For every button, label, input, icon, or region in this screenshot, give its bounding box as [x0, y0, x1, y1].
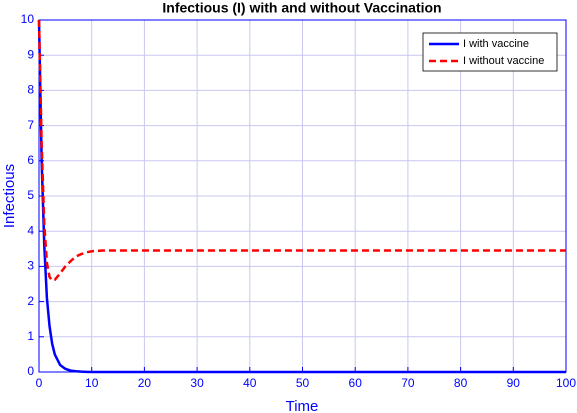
y-tick-label: 1 — [27, 329, 34, 343]
y-tick-label: 5 — [27, 188, 34, 202]
y-tick-label: 8 — [27, 83, 34, 97]
series-line — [37, 19, 566, 282]
x-axis-label: Time — [286, 398, 319, 413]
y-tick-label: 9 — [27, 47, 34, 61]
x-tick-label: 10 — [85, 376, 99, 390]
y-tick-label: 10 — [21, 12, 35, 26]
x-tick-label: 70 — [401, 376, 415, 390]
legend-label: I with vaccine — [463, 38, 529, 50]
y-tick-label: 4 — [27, 223, 34, 237]
y-tick-label: 3 — [27, 259, 34, 273]
y-tick-label: 0 — [27, 364, 34, 378]
y-tick-label: 6 — [27, 153, 34, 167]
x-tick-label: 100 — [556, 376, 576, 390]
y-axis-label: Infectious — [1, 164, 18, 228]
y-tick-label: 7 — [27, 118, 34, 132]
x-tick-label: 80 — [454, 376, 468, 390]
y-tick-label: 2 — [27, 294, 34, 308]
chart-title: Infectious (I) with and without Vaccinat… — [162, 0, 441, 16]
x-tick-label: 40 — [243, 376, 257, 390]
series-line — [37, 19, 566, 374]
legend-box — [422, 32, 558, 72]
x-tick-label: 20 — [138, 376, 152, 390]
x-tick-label: 0 — [36, 376, 43, 390]
x-tick-label: 90 — [507, 376, 521, 390]
legend-label: I without vaccine — [463, 55, 544, 67]
x-tick-label: 60 — [349, 376, 363, 390]
x-tick-label: 50 — [296, 376, 310, 390]
x-tick-label: 30 — [190, 376, 204, 390]
